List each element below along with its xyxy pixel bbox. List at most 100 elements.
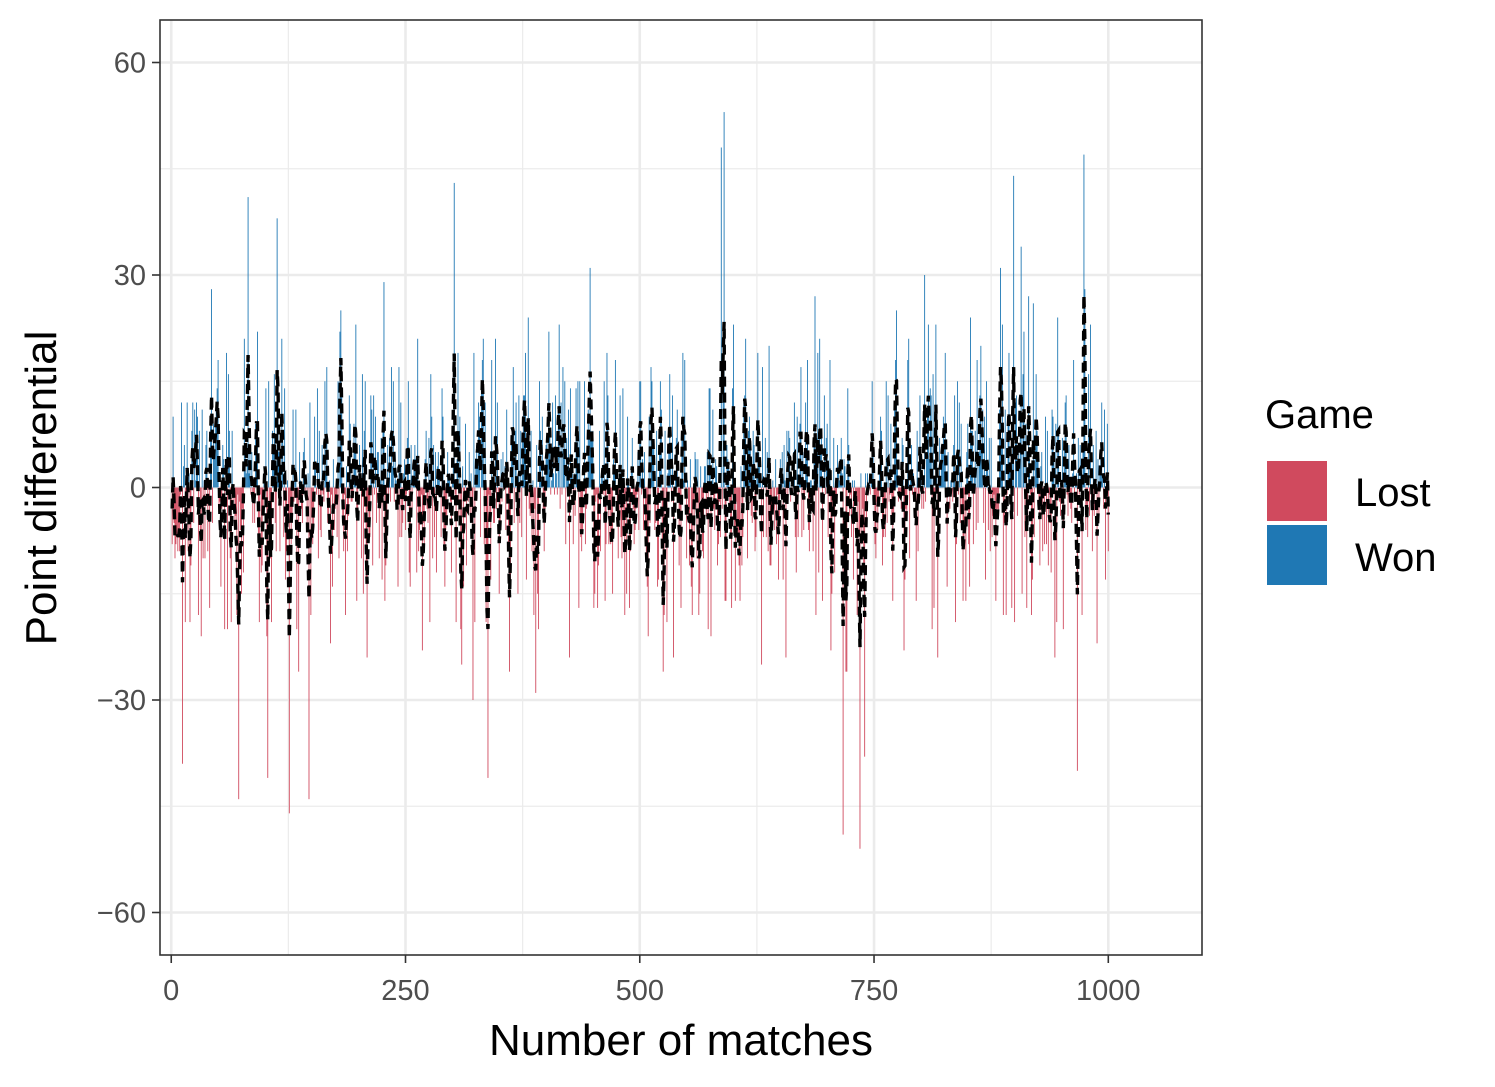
bar-won <box>555 473 557 488</box>
bar-lost <box>801 487 803 538</box>
bar-lost <box>946 487 948 587</box>
bar-won <box>986 381 987 488</box>
bar-lost <box>1039 487 1041 566</box>
bar-lost <box>335 487 337 495</box>
bar-lost <box>209 487 211 608</box>
bar-lost <box>1048 487 1050 495</box>
bar-won <box>213 452 215 488</box>
bar-won <box>502 452 504 488</box>
bar-lost <box>1026 487 1028 608</box>
bar-won <box>1034 437 1036 488</box>
bar-lost <box>550 487 552 495</box>
bar-lost <box>629 487 631 552</box>
bar-lost <box>621 487 623 559</box>
bar-lost <box>319 487 321 530</box>
bar-lost <box>602 487 604 495</box>
bar-won <box>700 466 702 488</box>
bar-won <box>355 324 357 488</box>
bar-lost <box>584 487 586 545</box>
bar-lost <box>985 487 986 580</box>
bar-lost <box>1060 487 1061 516</box>
bar-won <box>518 395 520 488</box>
bar-lost <box>322 487 324 495</box>
bar-lost <box>378 487 380 559</box>
bar-lost <box>435 487 437 573</box>
bar-lost <box>1050 487 1052 573</box>
bar-lost <box>405 487 407 495</box>
bar-won <box>970 317 971 488</box>
bar-lost <box>955 487 957 623</box>
bar-lost <box>388 487 390 495</box>
bar-won <box>805 402 807 488</box>
bar-won <box>1077 437 1079 488</box>
bar-lost <box>710 487 712 637</box>
bar-won <box>1055 423 1057 488</box>
bar-won <box>215 409 217 488</box>
bar-won <box>844 466 846 488</box>
bar-won <box>958 402 960 488</box>
bar-lost <box>714 487 716 530</box>
bar-won <box>1046 430 1048 488</box>
bar-lost <box>521 487 523 538</box>
bar-lost <box>182 487 183 764</box>
bar-lost <box>733 487 735 530</box>
bar-lost <box>608 487 610 545</box>
bar-lost <box>420 487 422 495</box>
bar-won <box>817 352 819 488</box>
bar-lost <box>876 487 878 502</box>
bar-won <box>748 416 750 488</box>
bar-lost <box>863 487 865 573</box>
bar-won <box>695 459 697 488</box>
bar-won <box>391 466 393 488</box>
bar-lost <box>851 487 852 538</box>
bar-won <box>435 452 436 488</box>
bar-won <box>796 416 798 488</box>
bar-lost <box>237 487 239 495</box>
bar-won <box>375 416 376 488</box>
bar-won <box>332 459 334 488</box>
bar-lost <box>275 487 277 552</box>
bar-lost <box>818 487 820 573</box>
bar-won <box>255 423 257 488</box>
bar-lost <box>279 487 281 552</box>
bar-won <box>462 466 464 488</box>
bar-lost <box>554 487 555 495</box>
bar-lost <box>815 487 817 615</box>
bar-won <box>919 395 921 488</box>
bar-won <box>870 480 872 488</box>
bar-won <box>757 352 759 488</box>
bar-lost <box>421 487 423 651</box>
bar-lost <box>434 487 436 538</box>
bar-lost <box>578 487 580 608</box>
bar-won <box>947 452 949 488</box>
x-tick-label: 750 <box>850 975 898 1007</box>
bar-lost <box>487 487 489 778</box>
bar-won <box>495 338 496 488</box>
bar-lost <box>361 487 362 559</box>
bar-lost <box>921 487 923 509</box>
bar-lost <box>259 487 261 495</box>
bar-won <box>1106 423 1108 488</box>
bar-won <box>600 473 602 488</box>
bar-won <box>941 452 943 488</box>
bar-lost <box>336 487 338 538</box>
bar-won <box>530 430 532 488</box>
bar-won <box>468 452 470 488</box>
bar-won <box>186 402 188 488</box>
bar-lost <box>1006 487 1008 495</box>
bar-lost <box>320 487 322 538</box>
bar-lost <box>782 487 784 580</box>
bar-lost <box>495 487 497 509</box>
bar-lost <box>505 487 507 530</box>
bar-lost <box>923 487 925 509</box>
bar-won <box>807 360 808 488</box>
bar-lost <box>1081 487 1083 615</box>
bar-lost <box>513 487 515 523</box>
bar-won <box>967 423 969 488</box>
bar-lost <box>915 487 917 601</box>
bar-lost <box>419 487 421 530</box>
bar-lost <box>474 487 476 623</box>
x-tick-label: 1000 <box>1076 975 1141 1007</box>
bar-lost <box>914 487 916 495</box>
bar-lost <box>308 487 310 800</box>
